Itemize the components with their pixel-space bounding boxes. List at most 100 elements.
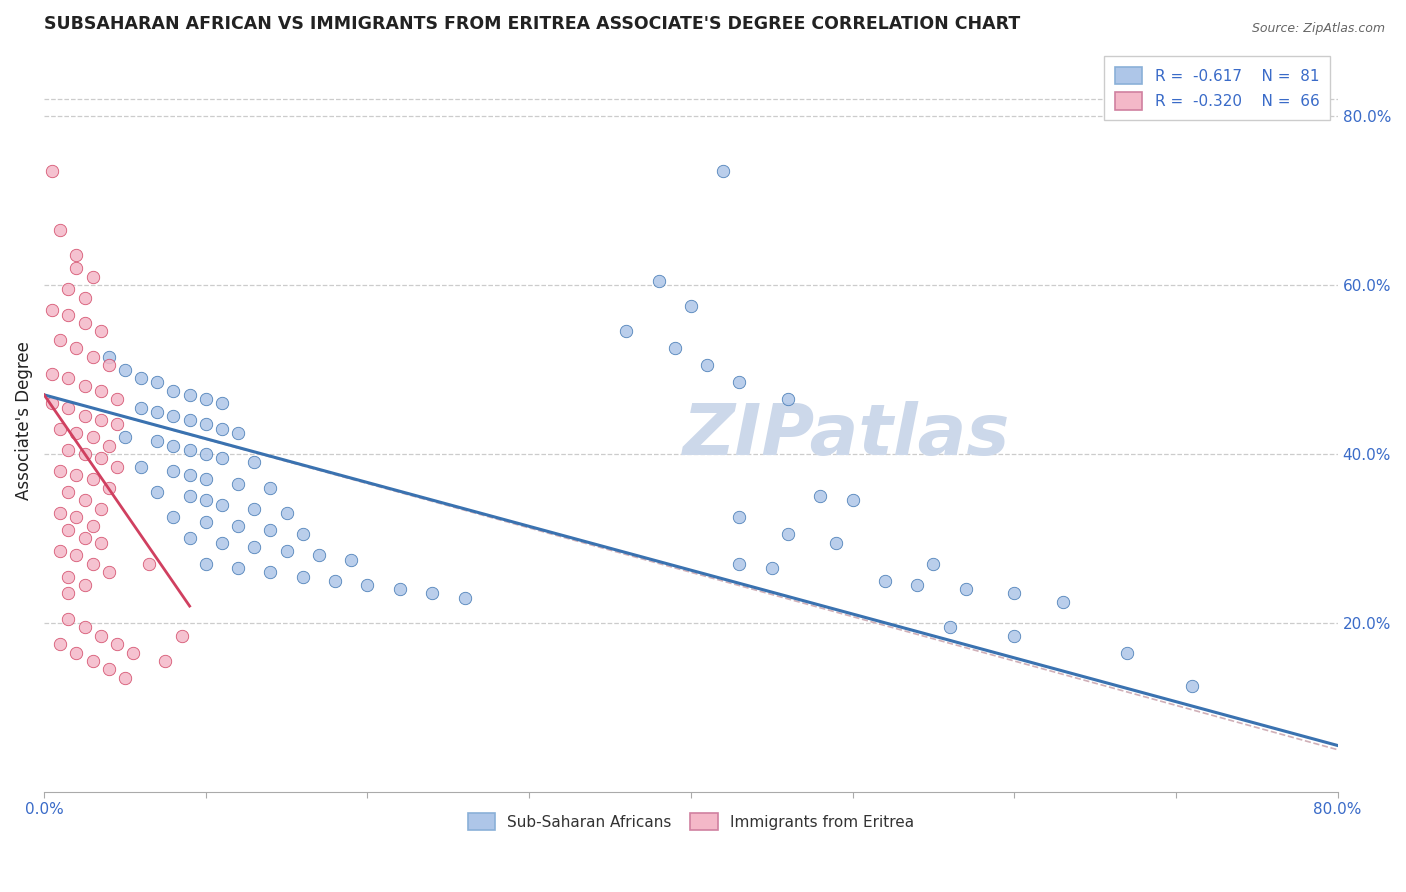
Point xyxy=(97,438,120,452)
Point xyxy=(105,392,128,406)
Point xyxy=(82,557,104,571)
Y-axis label: Associate's Degree: Associate's Degree xyxy=(15,341,32,500)
Point xyxy=(65,549,87,563)
Point xyxy=(129,371,152,385)
Point xyxy=(73,379,96,393)
Point xyxy=(73,493,96,508)
Point xyxy=(58,569,80,583)
Point xyxy=(114,362,136,376)
Point xyxy=(122,646,145,660)
Point xyxy=(211,451,233,466)
Point xyxy=(90,535,112,549)
Point xyxy=(65,425,87,440)
Point xyxy=(82,269,104,284)
Point xyxy=(841,493,863,508)
Point xyxy=(211,422,233,436)
Point xyxy=(259,566,281,580)
Point xyxy=(65,248,87,262)
Point xyxy=(49,333,72,347)
Point xyxy=(873,574,896,588)
Point xyxy=(146,405,169,419)
Point xyxy=(1002,629,1025,643)
Point xyxy=(1002,586,1025,600)
Point xyxy=(90,384,112,398)
Point xyxy=(291,527,314,541)
Point xyxy=(105,637,128,651)
Point xyxy=(711,164,734,178)
Point xyxy=(1181,679,1204,693)
Text: SUBSAHARAN AFRICAN VS IMMIGRANTS FROM ERITREA ASSOCIATE'S DEGREE CORRELATION CHA: SUBSAHARAN AFRICAN VS IMMIGRANTS FROM ER… xyxy=(44,15,1021,33)
Point xyxy=(614,325,637,339)
Point xyxy=(388,582,411,597)
Point xyxy=(179,413,201,427)
Point xyxy=(955,582,977,597)
Point xyxy=(226,518,249,533)
Point xyxy=(211,396,233,410)
Point xyxy=(179,468,201,483)
Point xyxy=(41,164,63,178)
Point xyxy=(41,367,63,381)
Point xyxy=(146,434,169,449)
Point xyxy=(356,578,378,592)
Point xyxy=(905,578,928,592)
Point xyxy=(776,527,799,541)
Point xyxy=(65,510,87,524)
Point xyxy=(73,409,96,423)
Point xyxy=(291,569,314,583)
Legend: Sub-Saharan Africans, Immigrants from Eritrea: Sub-Saharan Africans, Immigrants from Er… xyxy=(461,806,920,837)
Point xyxy=(82,350,104,364)
Point xyxy=(65,342,87,356)
Point xyxy=(138,557,160,571)
Point xyxy=(776,392,799,406)
Point xyxy=(194,557,217,571)
Text: Source: ZipAtlas.com: Source: ZipAtlas.com xyxy=(1251,22,1385,36)
Point xyxy=(243,502,266,516)
Point xyxy=(825,535,848,549)
Point xyxy=(114,430,136,444)
Point xyxy=(155,654,177,668)
Point xyxy=(114,671,136,685)
Point xyxy=(90,629,112,643)
Point xyxy=(65,646,87,660)
Point xyxy=(49,637,72,651)
Point xyxy=(276,544,298,558)
Point xyxy=(194,392,217,406)
Point xyxy=(73,316,96,330)
Point xyxy=(211,535,233,549)
Point xyxy=(65,468,87,483)
Point xyxy=(808,489,831,503)
Text: ZIPatlas: ZIPatlas xyxy=(682,401,1010,469)
Point xyxy=(179,442,201,457)
Point xyxy=(226,476,249,491)
Point xyxy=(728,510,751,524)
Point xyxy=(226,425,249,440)
Point xyxy=(49,506,72,520)
Point xyxy=(90,502,112,516)
Point xyxy=(49,422,72,436)
Point xyxy=(73,532,96,546)
Point xyxy=(49,464,72,478)
Point xyxy=(761,561,783,575)
Point xyxy=(90,413,112,427)
Point xyxy=(162,464,184,478)
Point xyxy=(728,375,751,389)
Point xyxy=(82,518,104,533)
Point xyxy=(58,612,80,626)
Point xyxy=(194,515,217,529)
Point xyxy=(340,552,363,566)
Point xyxy=(58,442,80,457)
Point xyxy=(420,586,443,600)
Point xyxy=(82,654,104,668)
Point xyxy=(728,557,751,571)
Point xyxy=(65,261,87,276)
Point xyxy=(938,620,960,634)
Point xyxy=(90,325,112,339)
Point xyxy=(1052,595,1074,609)
Point xyxy=(259,481,281,495)
Point xyxy=(41,303,63,318)
Point xyxy=(73,447,96,461)
Point xyxy=(58,282,80,296)
Point xyxy=(226,561,249,575)
Point xyxy=(194,493,217,508)
Point xyxy=(58,401,80,415)
